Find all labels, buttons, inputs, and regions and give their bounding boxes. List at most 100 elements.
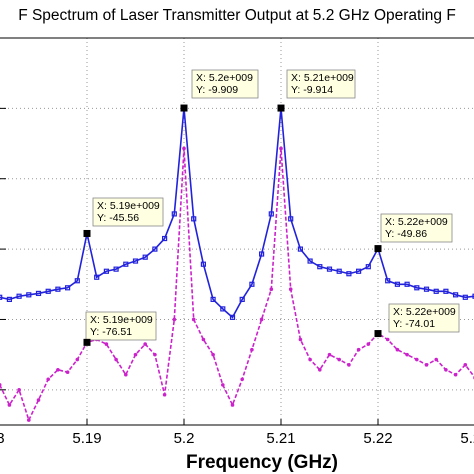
point-marker	[142, 254, 148, 260]
point-marker	[75, 357, 80, 362]
point-marker	[220, 306, 226, 312]
datatip-text: X: 5.22e+009	[385, 216, 448, 228]
datatip-text: Y: -9.909	[196, 84, 238, 96]
point-marker	[327, 352, 332, 357]
point-marker	[444, 367, 448, 372]
datatip-box	[92, 197, 164, 227]
point-marker	[171, 211, 177, 217]
point-marker	[415, 357, 419, 362]
point-marker	[259, 317, 264, 322]
x-tick-label: 5.2	[174, 430, 195, 447]
datatip-text: X: 5.2e+009	[196, 72, 253, 84]
point-marker	[45, 288, 51, 294]
point-marker	[132, 258, 139, 264]
series-line	[0, 148, 474, 423]
point-marker	[395, 347, 400, 352]
point-marker	[453, 372, 458, 377]
datatip-marker	[277, 104, 285, 112]
point-marker	[201, 337, 206, 342]
point-marker	[0, 294, 3, 300]
point-marker	[356, 268, 362, 274]
point-marker	[94, 274, 100, 280]
point-marker	[385, 278, 391, 284]
point-marker	[336, 268, 342, 274]
point-marker	[424, 363, 429, 367]
point-marker	[453, 292, 459, 298]
point-marker	[46, 377, 50, 382]
point-marker	[404, 281, 410, 287]
point-marker	[472, 293, 474, 299]
point-marker	[6, 296, 13, 303]
point-marker	[365, 264, 371, 270]
point-marker	[394, 281, 400, 287]
x-tick-label: 5.19	[72, 430, 101, 447]
point-marker	[191, 216, 197, 222]
point-marker	[307, 258, 313, 264]
point-marker	[35, 290, 42, 297]
point-marker	[124, 372, 128, 377]
point-marker	[133, 352, 138, 357]
datatip-marker	[374, 330, 382, 338]
point-marker	[434, 357, 439, 362]
axes-box	[0, 37, 474, 426]
point-marker	[16, 293, 22, 299]
point-marker	[230, 403, 235, 407]
point-marker	[229, 314, 236, 320]
datatip-text: Y: -49.86	[385, 228, 427, 240]
point-marker	[269, 287, 274, 291]
point-marker	[297, 246, 303, 252]
datatip-box	[380, 213, 453, 243]
point-marker	[27, 418, 31, 422]
point-marker	[385, 337, 390, 342]
point-marker	[162, 235, 168, 242]
point-marker	[210, 296, 216, 303]
point-marker	[259, 251, 265, 257]
point-marker	[298, 337, 303, 342]
point-marker	[239, 296, 245, 303]
point-marker	[152, 246, 158, 252]
point-marker	[26, 292, 32, 298]
point-marker	[288, 216, 294, 222]
point-marker	[74, 278, 80, 284]
point-marker	[347, 363, 351, 367]
point-marker	[200, 261, 206, 267]
point-marker	[366, 342, 371, 346]
point-marker	[211, 352, 215, 357]
point-marker	[250, 347, 254, 352]
point-marker	[182, 146, 186, 151]
point-marker	[17, 388, 21, 392]
point-marker	[433, 288, 439, 294]
plot-area	[0, 105, 474, 423]
point-marker	[337, 357, 342, 362]
x-tick-label: 5.21	[266, 430, 295, 447]
datatip-text: X: 5.19e+009	[97, 200, 160, 212]
point-marker	[405, 352, 409, 357]
point-marker	[7, 403, 12, 407]
point-marker	[65, 370, 70, 375]
point-marker	[191, 317, 196, 322]
point-marker	[64, 285, 71, 291]
point-marker	[114, 357, 118, 362]
point-marker	[279, 146, 283, 151]
datatip-text: Y: -9.914	[291, 84, 333, 96]
point-marker	[249, 281, 255, 287]
datatip-text: Y: -45.56	[97, 212, 139, 224]
datatip-text: Y: -76.51	[90, 326, 132, 338]
datatip-box	[388, 303, 460, 333]
point-marker	[318, 367, 322, 372]
point-marker	[55, 286, 61, 292]
point-marker	[463, 363, 468, 367]
chart-title: F Spectrum of Laser Transmitter Output a…	[18, 7, 456, 24]
point-marker	[56, 367, 60, 372]
point-marker	[308, 357, 312, 362]
datatip-text: X: 5.19e+009	[90, 314, 153, 326]
datatip-box	[191, 69, 259, 99]
point-marker	[423, 286, 430, 292]
point-marker	[162, 392, 167, 397]
x-tick-label: 5.22	[363, 430, 392, 447]
datatip-text: X: 5.22e+009	[393, 306, 456, 318]
datatip-box	[85, 311, 157, 341]
point-marker	[123, 261, 129, 267]
point-marker	[346, 271, 352, 277]
